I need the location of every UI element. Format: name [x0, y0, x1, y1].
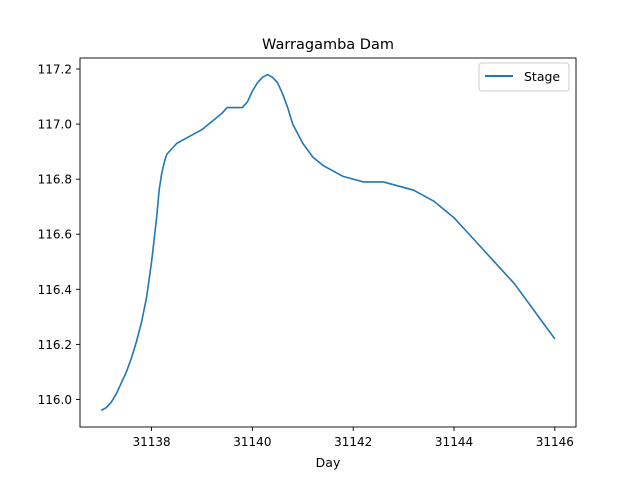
legend-box: [478, 62, 570, 92]
axes-frame: [79, 57, 577, 428]
y-axis: 116.0 116.2 116.4 116.6 116.8 117.0 117.2: [38, 63, 80, 407]
legend: Stage: [478, 62, 570, 92]
y-tick-label: 116.6: [38, 228, 72, 242]
x-axis-label: Day: [316, 455, 341, 470]
x-axis: 31138 31140 31142 31144 31146: [132, 427, 574, 449]
y-tick-label: 116.0: [38, 393, 72, 407]
y-tick-label: 116.2: [38, 338, 72, 352]
x-tick-label: 31140: [233, 435, 271, 449]
x-tick-label: 31138: [132, 435, 170, 449]
series-line-stage: [100, 73, 556, 412]
y-tick-label: 116.8: [38, 173, 72, 187]
chart-title: Warragamba Dam: [262, 37, 394, 53]
y-tick-label: 116.4: [38, 283, 72, 297]
y-tick-label: 117.0: [38, 118, 72, 132]
legend-label: Stage: [524, 69, 560, 84]
y-tick-label: 117.2: [38, 63, 72, 77]
x-tick-label: 31144: [435, 435, 473, 449]
x-tick-label: 31142: [334, 435, 372, 449]
plot-area: [100, 73, 556, 412]
x-tick-label: 31146: [536, 435, 574, 449]
